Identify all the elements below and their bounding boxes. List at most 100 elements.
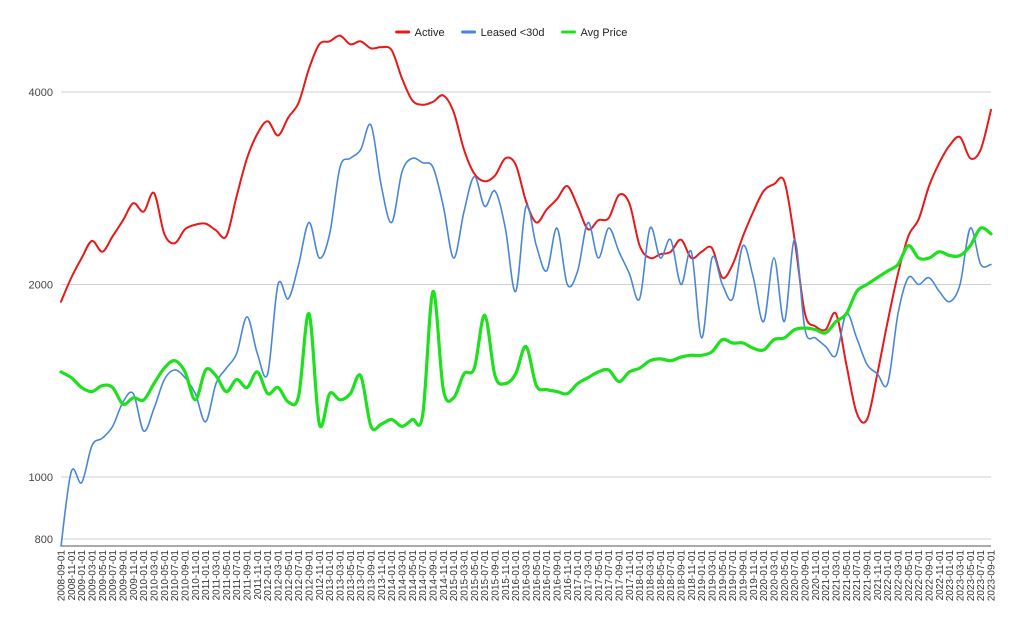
- x-tick-label: 2009-01-01: [77, 550, 88, 602]
- x-tick-label: 2016-01-01: [511, 550, 522, 602]
- x-tick-label: 2015-09-01: [491, 550, 502, 602]
- x-tick-label: 2010-11-01: [191, 550, 202, 601]
- x-tick-label: 2013-05-01: [346, 550, 357, 602]
- x-tick-label: 2013-07-01: [356, 550, 367, 602]
- x-tick-label: 2010-07-01: [170, 550, 181, 602]
- x-tick-label: 2012-09-01: [305, 550, 316, 602]
- x-tick-label: 2023-09-01: [987, 550, 998, 602]
- x-tick-label: 2011-01-01: [201, 550, 212, 601]
- legend-label-avg-price: Avg Price: [581, 27, 628, 39]
- x-tick-label: 2021-11-01: [873, 550, 884, 601]
- x-tick-label: 2022-01-01: [883, 550, 894, 602]
- x-tick-label: 2012-07-01: [294, 550, 305, 602]
- x-tick-label: 2017-03-01: [584, 550, 595, 602]
- legend: Active Leased <30d Avg Price: [395, 27, 628, 39]
- x-tick-label: 2020-11-01: [811, 550, 822, 601]
- x-tick-label: 2010-05-01: [160, 550, 171, 602]
- x-tick-label: 2015-03-01: [460, 550, 471, 602]
- x-tick-label: 2016-09-01: [553, 550, 564, 602]
- x-tick-label: 2018-01-01: [635, 550, 646, 602]
- x-tick-label: 2020-09-01: [801, 550, 812, 602]
- x-tick-label: 2011-09-01: [243, 550, 254, 601]
- x-tick-label: 2023-07-01: [976, 550, 987, 602]
- y-tick-label: 2000: [29, 279, 53, 291]
- x-tick-label: 2013-09-01: [367, 550, 378, 602]
- x-tick-label: 2014-03-01: [398, 550, 409, 602]
- x-tick-label: 2020-03-01: [770, 550, 781, 602]
- x-tick-label: 2012-05-01: [284, 550, 295, 602]
- x-tick-label: 2010-09-01: [181, 550, 192, 602]
- x-tick-label: 2011-03-01: [212, 550, 223, 601]
- x-tick-label: 2016-11-01: [563, 550, 574, 601]
- x-tick-label: 2009-07-01: [108, 550, 119, 602]
- x-tick-label: 2009-03-01: [88, 550, 99, 602]
- x-tick-label: 2020-01-01: [759, 550, 770, 602]
- x-tick-label: 2018-11-01: [687, 550, 698, 601]
- x-axis-tick-labels: 2008-09-01 2008-11-01 2009-01-01 2009-03-01…: [57, 550, 998, 602]
- x-tick-label: 2018-09-01: [677, 550, 688, 602]
- x-tick-label: 2014-11-01: [439, 550, 450, 601]
- x-tick-label: 2011-05-01: [222, 550, 233, 601]
- x-tick-label: 2014-07-01: [418, 550, 429, 602]
- x-tick-label: 2021-01-01: [821, 550, 832, 602]
- x-tick-label: 2015-05-01: [470, 550, 481, 602]
- x-tick-label: 2019-05-01: [718, 550, 729, 602]
- x-tick-label: 2016-03-01: [522, 550, 533, 602]
- x-tick-label: 2014-05-01: [408, 550, 419, 602]
- x-tick-label: 2013-03-01: [336, 550, 347, 602]
- x-tick-label: 2019-07-01: [728, 550, 739, 602]
- x-tick-label: 2012-03-01: [274, 550, 285, 602]
- x-tick-label: 2012-01-01: [263, 550, 274, 602]
- x-tick-label: 2022-11-01: [935, 550, 946, 601]
- x-tick-label: 2019-03-01: [708, 550, 719, 602]
- x-tick-label: 2023-03-01: [956, 550, 967, 602]
- x-tick-label: 2015-11-01: [501, 550, 512, 601]
- y-axis-tick-labels: 800 1000 2000 4000: [29, 87, 53, 546]
- gridlines: [61, 91, 991, 547]
- x-tick-label: 2015-01-01: [449, 550, 460, 602]
- x-tick-label: 2021-03-01: [832, 550, 843, 602]
- y-tick-label: 800: [35, 534, 53, 546]
- x-tick-label: 2020-05-01: [780, 550, 791, 602]
- x-tick-label: 2019-09-01: [739, 550, 750, 602]
- x-tick-label: 2009-09-01: [119, 550, 130, 602]
- x-tick-label: 2023-01-01: [945, 550, 956, 602]
- x-tick-label: 2018-07-01: [666, 550, 677, 602]
- x-tick-label: 2008-09-01: [57, 550, 68, 602]
- x-tick-label: 2016-07-01: [542, 550, 553, 602]
- x-tick-label: 2017-11-01: [625, 550, 636, 601]
- x-tick-label: 2009-11-01: [129, 550, 140, 601]
- x-tick-label: 2017-01-01: [573, 550, 584, 602]
- x-tick-label: 2013-01-01: [325, 550, 336, 602]
- x-tick-label: 2014-09-01: [429, 550, 440, 602]
- x-tick-label: 2016-05-01: [532, 550, 543, 602]
- x-tick-label: 2022-03-01: [894, 550, 905, 602]
- x-tick-label: 2017-05-01: [594, 550, 605, 602]
- series-line-avg-price: [59, 226, 993, 432]
- x-tick-label: 2017-09-01: [615, 550, 626, 602]
- x-tick-label: 2015-07-01: [480, 550, 491, 602]
- x-tick-label: 2010-01-01: [139, 550, 150, 602]
- series-lines: [59, 34, 993, 547]
- x-tick-label: 2008-11-01: [67, 550, 78, 601]
- x-tick-label: 2023-05-01: [966, 550, 977, 602]
- y-tick-label: 1000: [29, 472, 53, 484]
- x-tick-label: 2022-09-01: [925, 550, 936, 602]
- x-tick-label: 2022-07-01: [914, 550, 925, 602]
- x-tick-label: 2022-05-01: [904, 550, 915, 602]
- x-tick-label: 2017-07-01: [604, 550, 615, 602]
- series-line-active: [60, 34, 992, 424]
- x-tick-label: 2019-11-01: [749, 550, 760, 601]
- x-tick-label: 2021-05-01: [842, 550, 853, 602]
- legend-label-leased-30d: Leased <30d: [481, 27, 545, 39]
- x-tick-label: 2014-01-01: [387, 550, 398, 602]
- x-tick-label: 2020-07-01: [790, 550, 801, 602]
- x-tick-label: 2021-09-01: [863, 550, 874, 602]
- x-tick-label: 2018-03-01: [646, 550, 657, 602]
- x-tick-label: 2021-07-01: [852, 550, 863, 602]
- x-tick-label: 2011-11-01: [253, 550, 264, 600]
- x-tick-label: 2010-03-01: [150, 550, 161, 602]
- legend-label-active: Active: [415, 27, 445, 39]
